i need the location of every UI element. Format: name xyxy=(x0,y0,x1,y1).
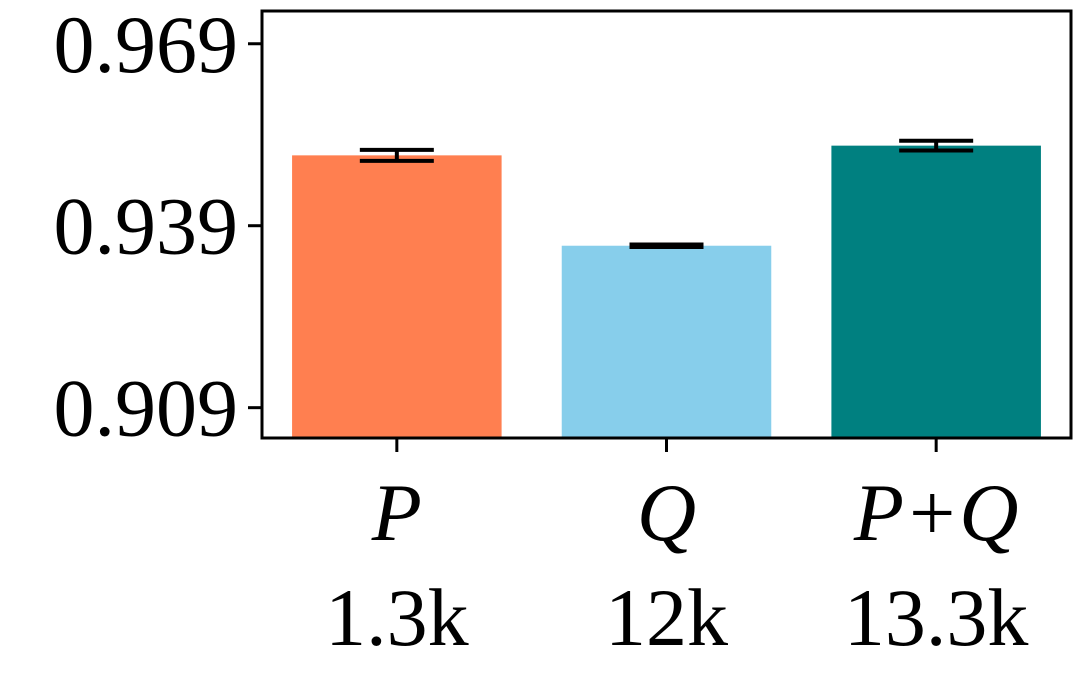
x-tick-label: P xyxy=(371,467,422,558)
x-tick-label: Q xyxy=(637,467,696,558)
bars-layer xyxy=(292,145,1041,439)
bar-p-plus-q xyxy=(831,145,1041,438)
y-axis: 0.909 0.939 0.969 xyxy=(54,0,262,454)
x-axis: P 1.3k Q 12k P+Q 13.3k xyxy=(325,438,1028,663)
bar-q xyxy=(561,245,772,438)
y-tick-label: 0.909 xyxy=(54,363,239,454)
error-bar-q xyxy=(629,242,704,249)
x-tick-sublabel: 1.3k xyxy=(325,572,469,663)
error-bar-p-plus-q xyxy=(899,138,974,153)
x-tick-sublabel: 12k xyxy=(605,572,728,663)
x-tick-sublabel: 13.3k xyxy=(844,572,1029,663)
error-bar-p xyxy=(359,147,434,163)
y-tick-label: 0.969 xyxy=(54,0,239,90)
error-bars-layer xyxy=(359,138,974,249)
x-tick-label: P+Q xyxy=(853,467,1019,558)
y-tick-label: 0.939 xyxy=(54,181,239,272)
bar-p xyxy=(292,155,502,439)
